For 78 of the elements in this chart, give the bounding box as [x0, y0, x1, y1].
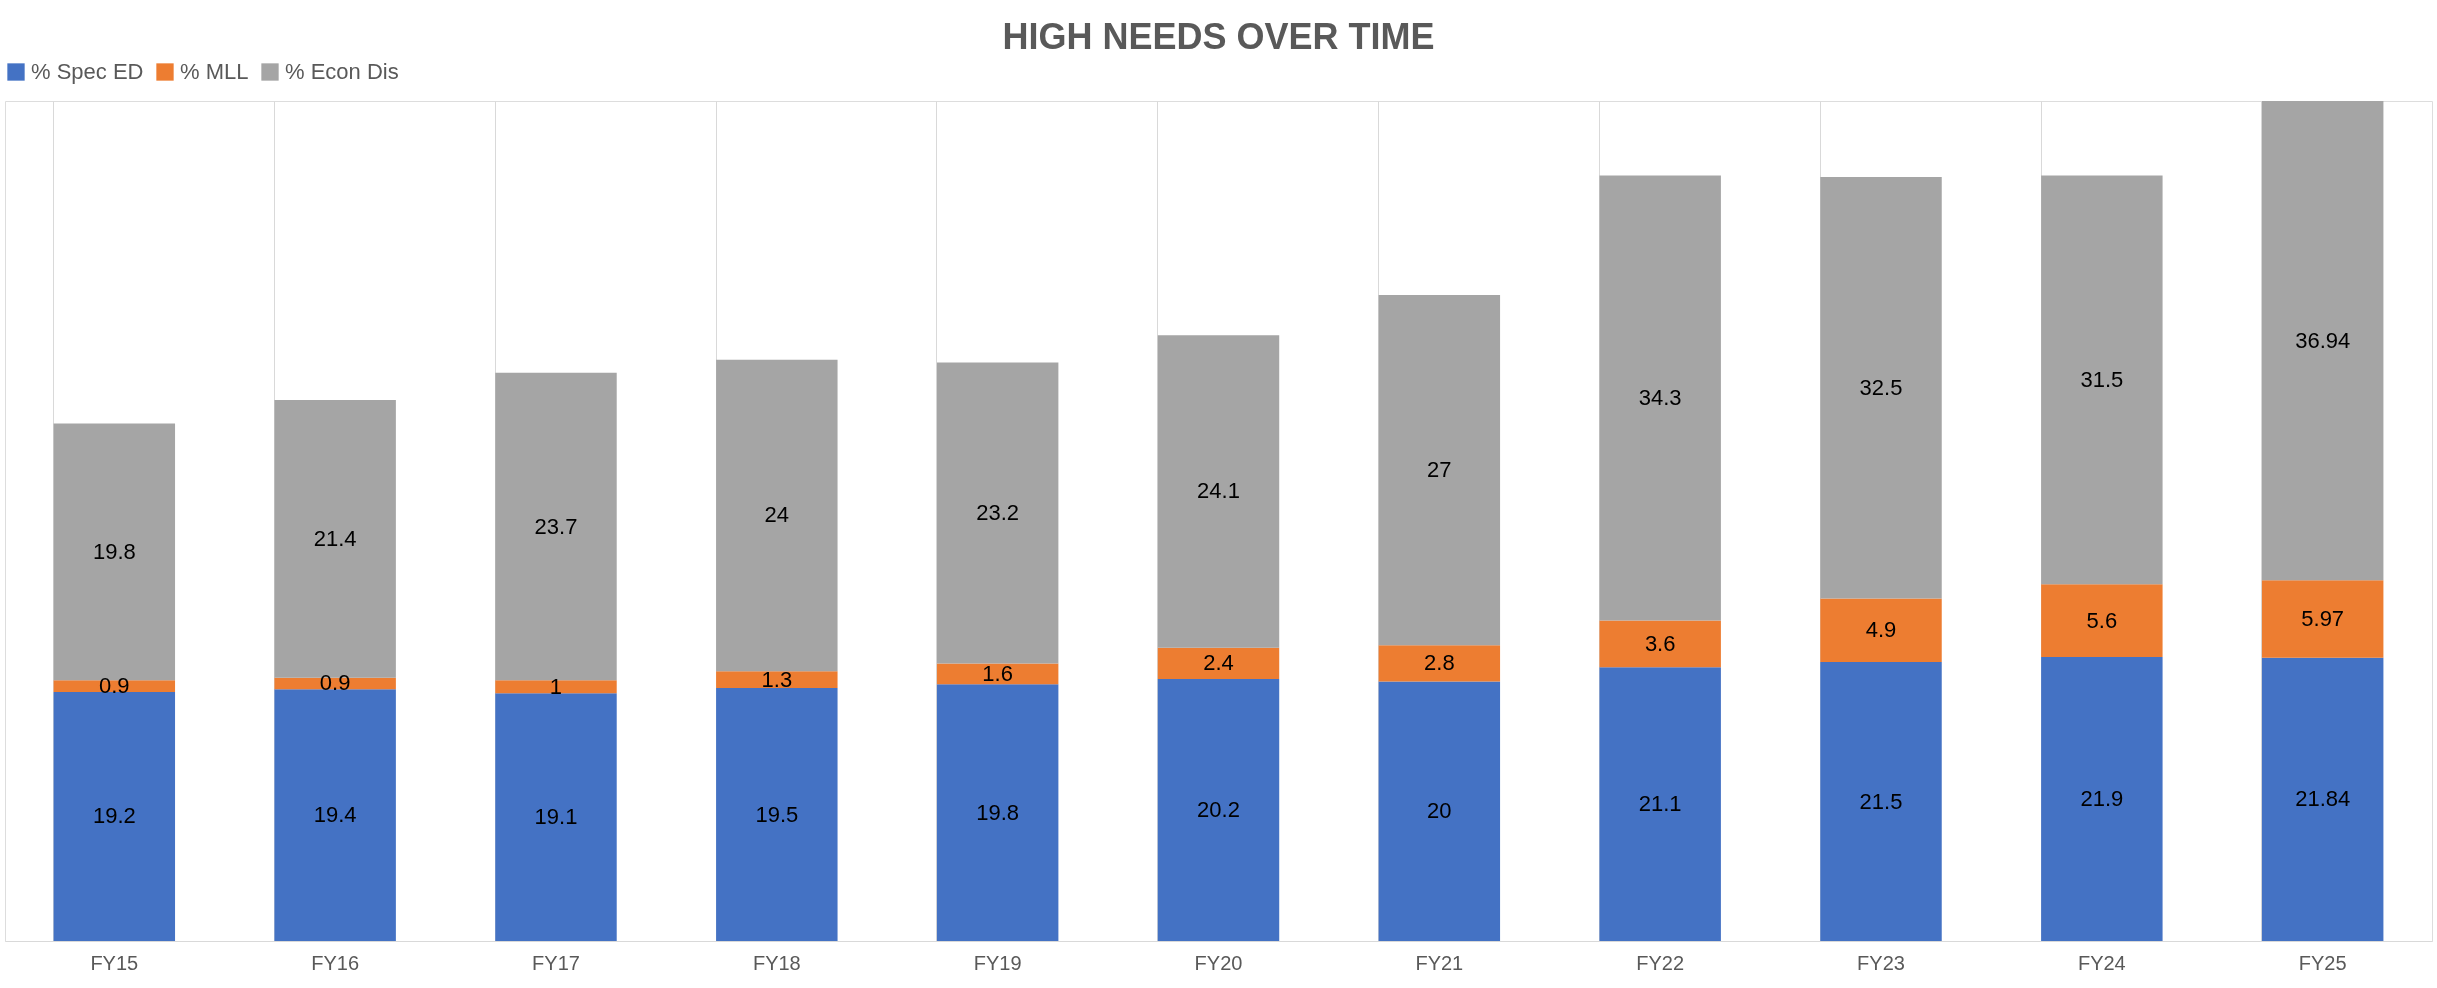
data-label: 36.94 [2295, 327, 2351, 353]
data-label: 19.5 [755, 801, 799, 827]
data-label: 34.3 [1638, 385, 1682, 411]
data-label: 19.2 [92, 803, 136, 829]
bar [1599, 667, 1721, 941]
data-label: 0.9 [99, 673, 130, 699]
data-label: 19.8 [92, 538, 136, 564]
data-label: 21.9 [2080, 785, 2124, 811]
x-tick-label: FY22 [1636, 951, 1685, 974]
bar [2261, 657, 2384, 941]
x-tick-label: FY16 [311, 951, 360, 974]
data-label: 23.2 [976, 499, 1020, 525]
data-label: 1 [549, 673, 563, 699]
data-label: 19.8 [976, 799, 1020, 825]
data-label: 31.5 [2080, 366, 2124, 392]
bar [2041, 584, 2163, 657]
bar [936, 684, 1059, 941]
bar [2261, 580, 2384, 658]
bar [1378, 681, 1501, 941]
data-label: 21.1 [1638, 791, 1682, 817]
data-label: 21.84 [2295, 786, 2351, 812]
data-label: 24.1 [1197, 478, 1240, 504]
bar [1599, 175, 1721, 621]
data-label: 5.6 [2086, 607, 2118, 633]
x-tick-label: FY17 [532, 951, 580, 974]
bar [495, 693, 617, 941]
data-label: 0.9 [319, 670, 351, 696]
data-label: 2.4 [1203, 650, 1234, 676]
data-label: 21.5 [1859, 788, 1903, 814]
x-tick-label: FY21 [1415, 951, 1464, 974]
data-label: 1.6 [982, 660, 1013, 686]
legend-label: % Spec ED [31, 59, 144, 84]
bar [1157, 678, 1280, 941]
data-label: 1.3 [761, 666, 793, 692]
data-label: 3.6 [1644, 630, 1676, 656]
bar [1378, 645, 1501, 682]
x-tick-label: FY23 [1857, 951, 1905, 974]
legend-label: % Econ Dis [285, 59, 399, 84]
bar [1378, 294, 1501, 646]
bar [716, 671, 838, 689]
bar [53, 691, 176, 941]
data-label: 4.9 [1865, 617, 1897, 643]
bar [1157, 335, 1280, 648]
data-label: 23.7 [534, 513, 578, 539]
data-label: 19.4 [313, 802, 357, 828]
bar [53, 680, 176, 692]
bar [2041, 656, 2163, 941]
data-label: 27 [1427, 457, 1452, 483]
x-tick-label: FY24 [2077, 951, 2126, 974]
x-tick-label: FY25 [2298, 951, 2347, 974]
x-tick-label: FY18 [752, 951, 801, 974]
bar [274, 689, 396, 941]
data-label: 20 [1427, 798, 1452, 824]
data-label: 24 [764, 502, 790, 528]
data-label: 5.97 [2301, 605, 2345, 631]
bar [495, 372, 617, 681]
bar [1157, 647, 1280, 679]
x-tick-label: FY20 [1194, 951, 1243, 974]
x-tick-label: FY19 [973, 951, 1022, 974]
data-label: 21.4 [313, 525, 357, 551]
bar [1820, 176, 1942, 599]
bar [716, 688, 838, 941]
bar [1820, 598, 1942, 663]
legend-label: % MLL [180, 59, 249, 84]
data-label: 32.5 [1859, 374, 1903, 400]
x-tick-label: FY15 [90, 951, 139, 974]
data-label: 20.2 [1197, 796, 1240, 822]
chart-title: HIGH NEEDS OVER TIME [1002, 16, 1435, 57]
bar [1599, 620, 1721, 668]
bar [2261, 101, 2384, 581]
bar [716, 359, 838, 672]
data-label: 19.1 [534, 804, 578, 830]
bar [936, 362, 1059, 664]
data-label: 2.8 [1424, 650, 1455, 676]
bar [2041, 175, 2163, 585]
bar [1820, 662, 1942, 941]
bar [936, 663, 1059, 685]
bar [495, 680, 617, 694]
